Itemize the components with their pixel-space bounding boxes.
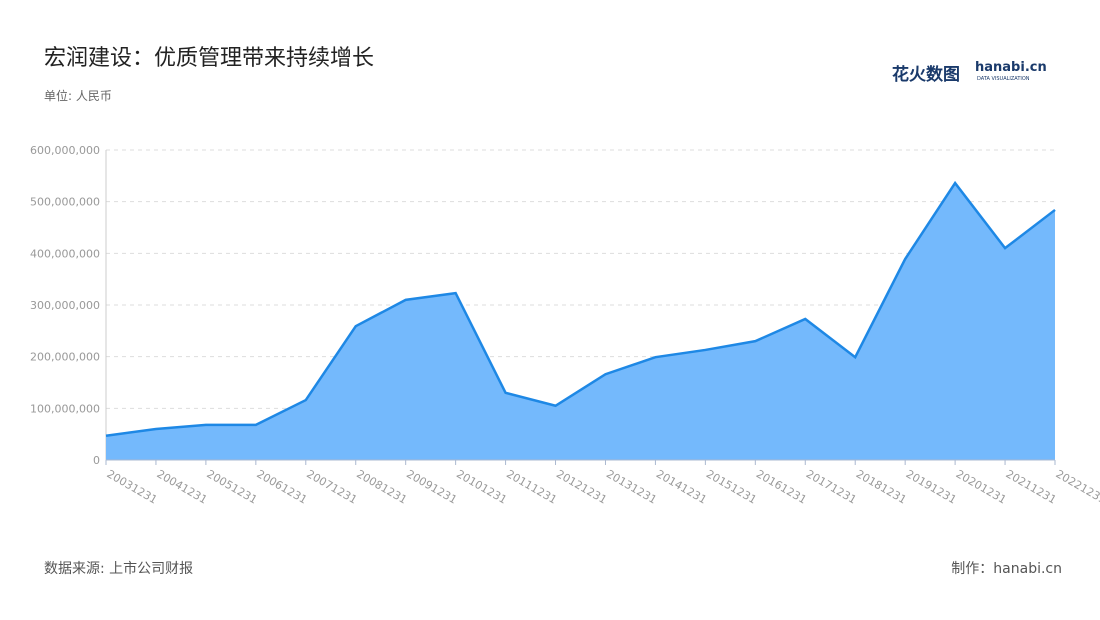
y-tick-label: 300,000,000 — [30, 299, 100, 312]
x-tick-label: 20151231 — [704, 467, 759, 506]
x-tick-label: 20161231 — [754, 467, 809, 506]
y-tick-label: 0 — [93, 454, 100, 467]
x-tick-label: 20091231 — [404, 467, 459, 506]
x-tick-label: 20201231 — [954, 467, 1009, 506]
y-tick-label: 600,000,000 — [30, 144, 100, 157]
y-tick-label: 500,000,000 — [30, 196, 100, 209]
x-tick-label: 20051231 — [204, 467, 259, 506]
logo-tagline: DATA VISUALIZATION — [977, 76, 1030, 82]
x-tick-label: 20061231 — [254, 467, 309, 506]
unit-label: 单位: 人民币 — [44, 89, 112, 103]
y-tick-label: 200,000,000 — [30, 351, 100, 364]
y-tick-label: 100,000,000 — [30, 402, 100, 415]
x-tick-label: 20191231 — [904, 467, 959, 506]
x-tick-label: 20121231 — [554, 467, 609, 506]
x-tick-label: 20171231 — [804, 467, 859, 506]
y-tick-label: 400,000,000 — [30, 247, 100, 260]
x-tick-label: 20131231 — [604, 467, 659, 506]
area — [106, 183, 1055, 461]
x-tick-label: 20081231 — [354, 467, 409, 506]
x-tick-label: 20211231 — [1004, 467, 1059, 506]
x-tick-label: 20141231 — [654, 467, 709, 506]
x-tick-label: 20181231 — [854, 467, 909, 506]
x-tick-label: 20221231 — [1054, 467, 1100, 506]
chart-title: 宏润建设：优质管理带来持续增长 — [44, 46, 375, 71]
logo-site: hanabi.cn — [975, 60, 1047, 75]
source: 数据来源: 上市公司财报 — [44, 561, 194, 577]
credit: 制作：hanabi.cn — [951, 561, 1062, 577]
line — [105, 180, 1056, 437]
x-tick-label: 20101231 — [454, 467, 509, 506]
x-tick-label: 20041231 — [154, 467, 209, 506]
x-tick-label: 20111231 — [504, 467, 559, 506]
x-tick-label: 20071231 — [304, 467, 359, 506]
x-tick-label: 20031231 — [105, 467, 160, 506]
logo-name: 花火数图 — [892, 65, 960, 85]
